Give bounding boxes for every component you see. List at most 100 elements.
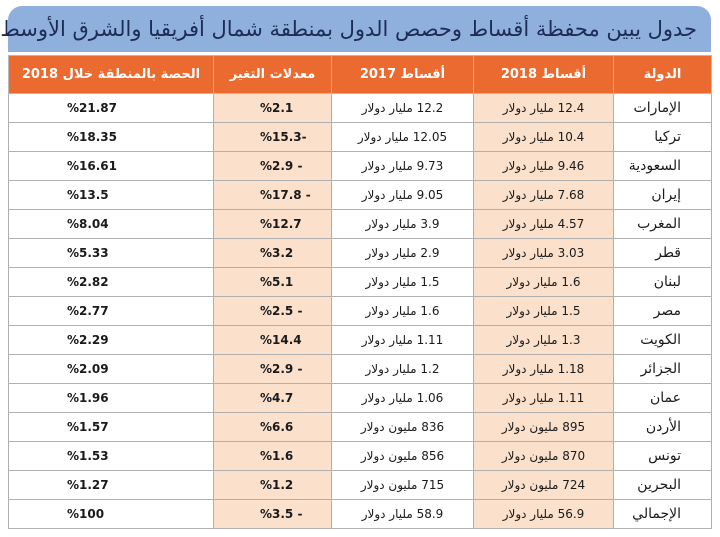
premiums-2017-cell: 1.2 مليار دولار [331,354,474,384]
premiums-2018-cell: 10.4 مليار دولار [473,122,614,152]
country-cell: الإمارات [613,93,712,123]
premiums-2017-cell: 1.06 مليار دولار [331,383,474,413]
header-change-rate: معدلات التغير [213,55,332,94]
share-cell: %1.27 [8,470,214,500]
change-rate-cell: %4.7 [213,383,332,413]
premiums-2017-cell: 1.6 مليار دولار [331,296,474,326]
share-cell: %2.82 [8,267,214,297]
change-rate-cell: %3.2 [213,238,332,268]
premiums-2018-cell: 1.3 مليار دولار [473,325,614,355]
table-row: %21.87 %2.1 12.2 مليار دولار 12.4 مليار دول… [8,93,712,123]
premiums-2017-cell: 715 مليون دولار [331,470,474,500]
change-rate-cell: %2.1 [213,93,332,123]
table-row: %2.82 %5.1 1.5 مليار دولار 1.6 مليار دولار ل… [8,267,712,297]
share-cell: %2.09 [8,354,214,384]
country-cell: السعودية [613,151,712,181]
table-row: %1.27 %1.2 715 مليون دولار 724 مليون دولار ا… [8,470,712,500]
table-row: %5.33 %3.2 2.9 مليار دولار 3.03 مليار دولار… [8,238,712,268]
table-row: %2.09 %2.9 -1.2 مليار دولار 1.18 مليار دول… [8,354,712,384]
premiums-2018-cell: 56.9 مليار دولار [473,499,614,529]
premiums-2018-cell: 1.6 مليار دولار [473,267,614,297]
premiums-2017-cell: 1.5 مليار دولار [331,267,474,297]
premiums-2017-cell: 2.9 مليار دولار [331,238,474,268]
premiums-2018-cell: 1.5 مليار دولار [473,296,614,326]
country-cell: الكويت [613,325,712,355]
share-cell: %16.61 [8,151,214,181]
header-row: الحصة بالمنطقة خلال 2018 معدلات التغير أ… [8,55,712,94]
premiums-2017-cell: 3.9 مليار دولار [331,209,474,239]
change-rate-cell: %2.9 - [213,354,332,384]
country-cell: الجزائر [613,354,712,384]
country-cell: الإجمالي [613,499,712,529]
change-rate-cell: %3.5 - [213,499,332,529]
share-cell: %1.57 [8,412,214,442]
header-premiums-2018: أقساط 2018 [473,55,614,94]
country-cell: مصر [613,296,712,326]
header-share-2018: الحصة بالمنطقة خلال 2018 [8,55,214,94]
table-row: %100 %3.5 -58.9 مليار دولار 56.9 مليار دول… [8,499,712,529]
premiums-2017-cell: 856 مليون دولار [331,441,474,471]
title-banner: جدول يبين محفظة أقساط وحصص الدول بمنطقة … [0,6,711,52]
change-rate-cell: %15.3- [213,122,332,152]
premiums-2017-cell: 9.73 مليار دولار [331,151,474,181]
premiums-2017-cell: 12.05 مليار دولار [331,122,474,152]
table-row: %16.61 %2.9 -9.73 مليار دولار 9.46 مليار د… [8,151,712,181]
premiums-2018-cell: 870 مليون دولار [473,441,614,471]
change-rate-cell: %12.7 [213,209,332,239]
share-cell: %8.04 [8,209,214,239]
change-rate-cell: %2.5 - [213,296,332,326]
change-rate-cell: %6.6 [213,412,332,442]
premiums-2017-cell: 1.11 مليار دولار [331,325,474,355]
table-row: %13.5 %17.8 -9.05 مليار دولار 7.68 مليار د… [8,180,712,210]
premiums-2018-cell: 1.11 مليار دولار [473,383,614,413]
premiums-2018-cell: 3.03 مليار دولار [473,238,614,268]
share-cell: %21.87 [8,93,214,123]
change-rate-cell: %14.4 [213,325,332,355]
change-rate-cell: %2.9 - [213,151,332,181]
page-title: جدول يبين محفظة أقساط وحصص الدول بمنطقة … [0,17,697,41]
change-rate-cell: %17.8 - [213,180,332,210]
share-cell: %1.96 [8,383,214,413]
change-rate-cell: %1.2 [213,470,332,500]
header-country: الدولة [613,55,712,94]
share-cell: %100 [8,499,214,529]
table-body: %21.87 %2.1 12.2 مليار دولار 12.4 مليار دول… [8,93,712,529]
country-cell: تونس [613,441,712,471]
premiums-2018-cell: 895 مليون دولار [473,412,614,442]
table-header: الحصة بالمنطقة خلال 2018 معدلات التغير أ… [8,55,712,94]
share-cell: %13.5 [8,180,214,210]
table-row: %1.57 %6.6 836 مليون دولار 895 مليون دولار ا… [8,412,712,442]
header-premiums-2017: أقساط 2017 [331,55,474,94]
premiums-2018-cell: 7.68 مليار دولار [473,180,614,210]
premiums-2018-cell: 4.57 مليار دولار [473,209,614,239]
premiums-2018-cell: 1.18 مليار دولار [473,354,614,384]
country-cell: قطر [613,238,712,268]
table-row: %8.04 %12.7 3.9 مليار دولار 4.57 مليار دولا… [8,209,712,239]
country-cell: تركيا [613,122,712,152]
change-rate-cell: %1.6 [213,441,332,471]
premiums-table: الحصة بالمنطقة خلال 2018 معدلات التغير أ… [8,55,712,529]
premiums-2017-cell: 12.2 مليار دولار [331,93,474,123]
share-cell: %5.33 [8,238,214,268]
country-cell: عمان [613,383,712,413]
premiums-2017-cell: 58.9 مليار دولار [331,499,474,529]
table-row: %1.53 %1.6 856 مليون دولار 870 مليون دولار ت… [8,441,712,471]
share-cell: %2.77 [8,296,214,326]
country-cell: لبنان [613,267,712,297]
country-cell: إيران [613,180,712,210]
share-cell: %1.53 [8,441,214,471]
country-cell: المغرب [613,209,712,239]
table-row: %1.96 %4.7 1.06 مليار دولار 1.11 مليار دولا… [8,383,712,413]
table-row: %18.35 %15.3- 12.05 مليار دولار 10.4 مليار … [8,122,712,152]
share-cell: %2.29 [8,325,214,355]
change-rate-cell: %5.1 [213,267,332,297]
premiums-2018-cell: 9.46 مليار دولار [473,151,614,181]
table-row: %2.29 %14.4 1.11 مليار دولار 1.3 مليار دولا… [8,325,712,355]
premiums-2018-cell: 724 مليون دولار [473,470,614,500]
country-cell: البحرين [613,470,712,500]
share-cell: %18.35 [8,122,214,152]
premiums-2018-cell: 12.4 مليار دولار [473,93,614,123]
country-cell: الأردن [613,412,712,442]
table-row: %2.77 %2.5 -1.6 مليار دولار 1.5 مليار دولا… [8,296,712,326]
premiums-2017-cell: 836 مليون دولار [331,412,474,442]
